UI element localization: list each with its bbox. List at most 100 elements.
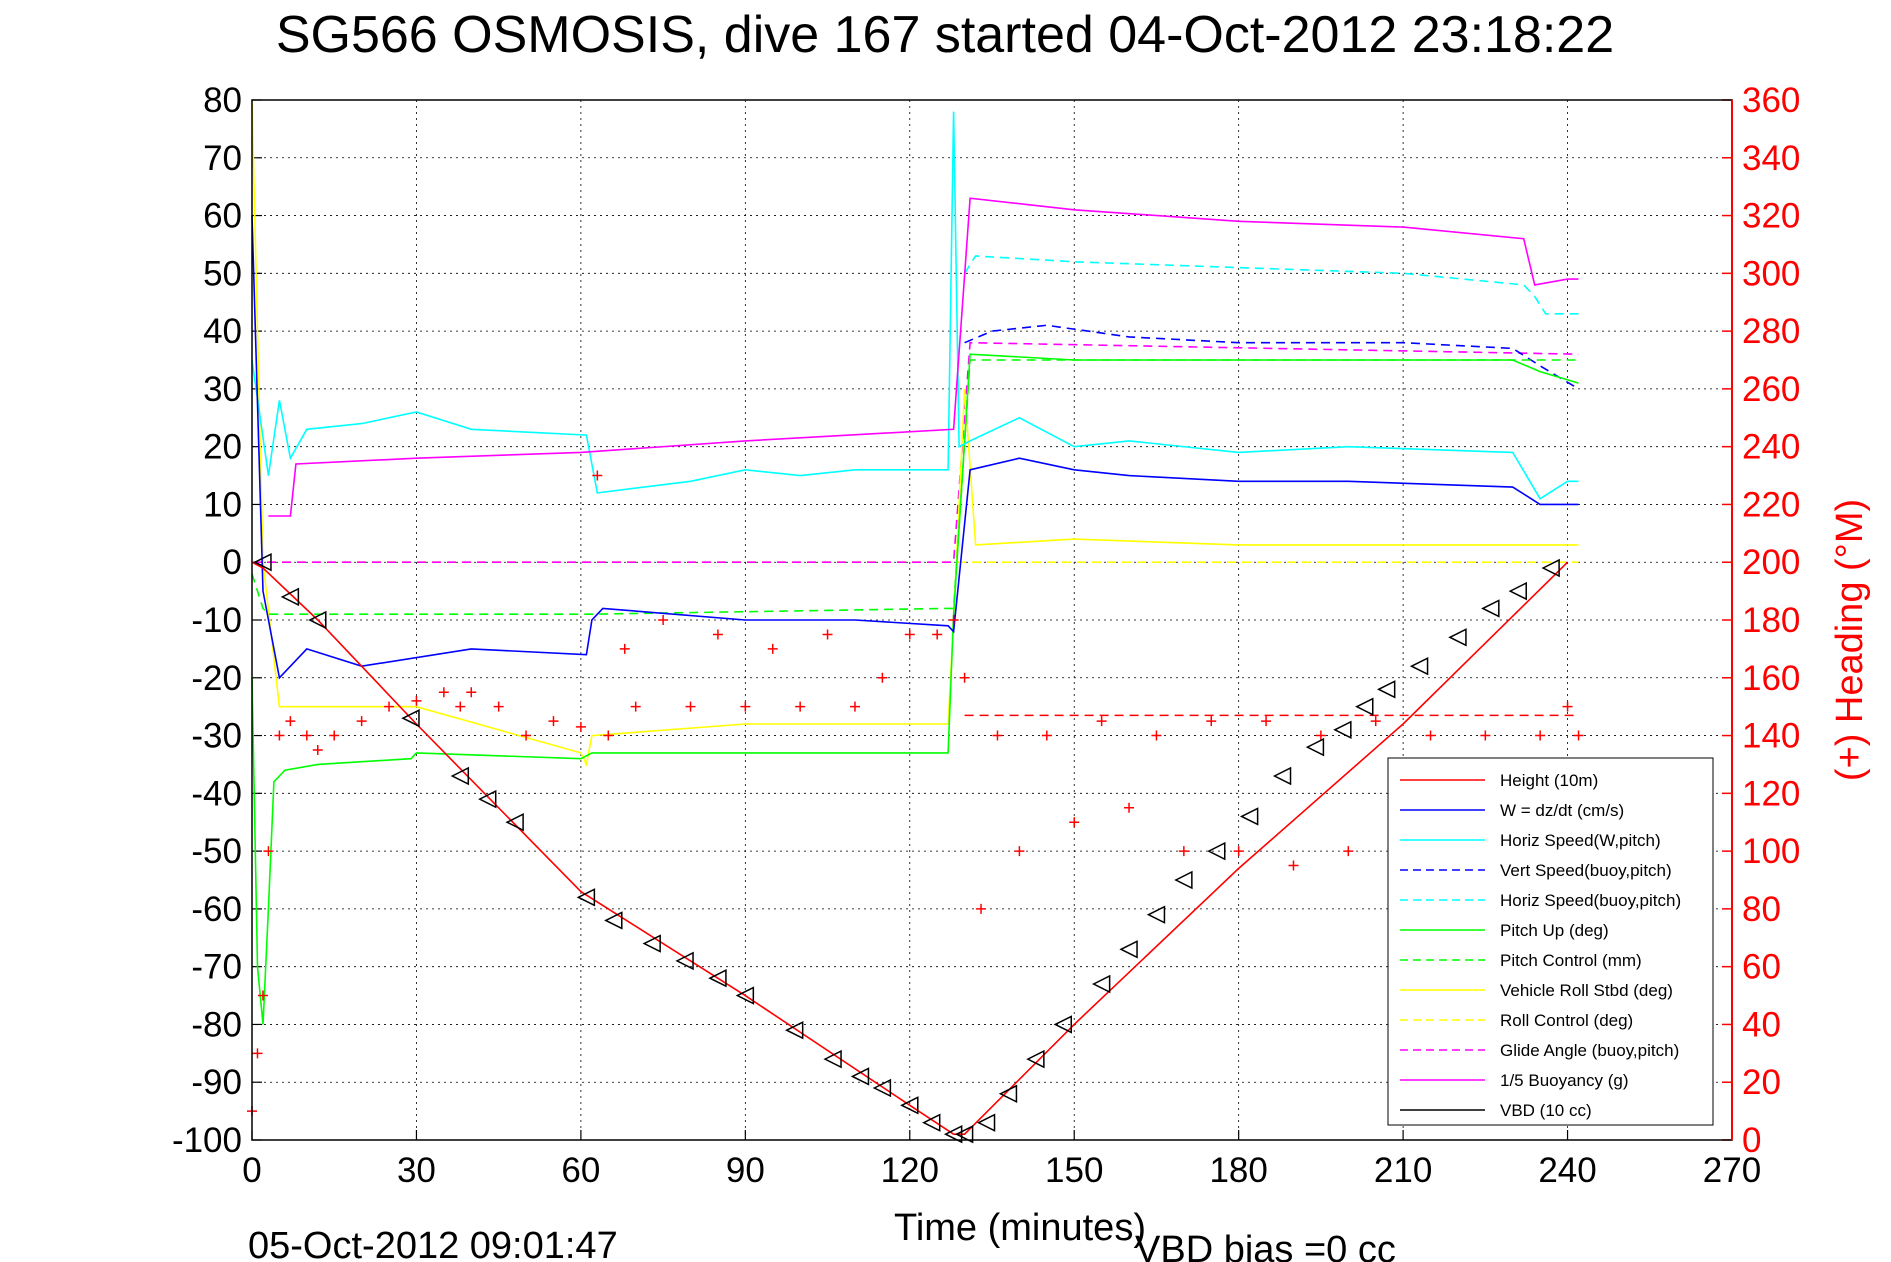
heading-point bbox=[1480, 730, 1491, 741]
height-marker bbox=[308, 610, 327, 630]
y-right-tick-label: 20 bbox=[1742, 1063, 1781, 1102]
heading-point bbox=[575, 721, 586, 732]
height-marker bbox=[735, 986, 755, 1005]
heading-point bbox=[740, 701, 751, 712]
heading-point bbox=[658, 615, 669, 625]
height-marker bbox=[1508, 581, 1527, 601]
height-marker bbox=[1119, 940, 1138, 959]
legend-label-3: Vert Speed(buoy,pitch) bbox=[1500, 861, 1672, 880]
legend-label-0: Height (10m) bbox=[1500, 771, 1598, 790]
height-marker bbox=[604, 911, 623, 930]
heading-point bbox=[493, 701, 504, 712]
y-tick-label: -30 bbox=[191, 717, 242, 756]
heading-point bbox=[619, 643, 630, 654]
y-right-tick-label: 320 bbox=[1742, 197, 1800, 236]
heading-point bbox=[438, 687, 449, 698]
height-marker bbox=[505, 813, 524, 832]
legend-label-5: Pitch Up (deg) bbox=[1500, 921, 1609, 940]
y-right-tick-label: 180 bbox=[1742, 601, 1800, 640]
y-right-axis-label: (+) Heading (°M) bbox=[1829, 499, 1871, 781]
y-right-tick-label: 280 bbox=[1742, 312, 1800, 351]
height-marker bbox=[872, 1078, 892, 1098]
y-right-tick-label: 240 bbox=[1742, 428, 1800, 467]
heading-point bbox=[301, 730, 312, 741]
y-tick-label: -70 bbox=[191, 948, 242, 987]
y-tick-label: 0 bbox=[223, 543, 242, 582]
height-marker bbox=[1026, 1049, 1045, 1069]
heading-point bbox=[1206, 716, 1217, 727]
y-tick-label: -50 bbox=[191, 832, 242, 871]
x-tick-label: 150 bbox=[1045, 1151, 1103, 1190]
height-marker bbox=[253, 553, 272, 572]
grid-lines bbox=[252, 100, 1732, 1140]
y-tick-label: 80 bbox=[203, 81, 242, 120]
y-tick-label: 40 bbox=[203, 312, 242, 351]
height-marker bbox=[1146, 905, 1166, 924]
height-marker bbox=[998, 1084, 1018, 1103]
height-marker bbox=[976, 1113, 996, 1132]
height-marker bbox=[1272, 766, 1292, 786]
y-tick-label: 10 bbox=[203, 485, 242, 524]
heading-point bbox=[263, 846, 274, 857]
heading-point bbox=[976, 903, 987, 914]
heading-point bbox=[1261, 716, 1272, 727]
heading-point bbox=[849, 701, 860, 712]
heading-point bbox=[603, 730, 614, 741]
y-right-tick-label: 120 bbox=[1742, 774, 1800, 813]
legend-label-9: Glide Angle (buoy,pitch) bbox=[1500, 1041, 1679, 1060]
legend-label-11: VBD (10 cc) bbox=[1500, 1101, 1592, 1120]
y-right-tick-label: 140 bbox=[1742, 717, 1800, 756]
y-right-tick-label: 40 bbox=[1742, 1005, 1781, 1044]
series-line-3 bbox=[964, 324, 1579, 390]
series-layer bbox=[251, 99, 1579, 1135]
heading-point bbox=[959, 672, 970, 683]
heading-point bbox=[1573, 730, 1584, 741]
series-line-7 bbox=[251, 99, 1579, 767]
footer-vbd-bias: VBD bias =0 cc bbox=[1135, 1229, 1396, 1262]
heading-point bbox=[1151, 730, 1162, 741]
heading-point bbox=[592, 470, 603, 481]
footer-date: 05-Oct-2012 09:01:47 bbox=[248, 1225, 618, 1262]
x-axis-ticks: 0 30 60 90 120 150 180 210 240 270 bbox=[242, 1130, 1761, 1190]
series-line-6 bbox=[251, 359, 1579, 616]
height-marker bbox=[708, 969, 727, 988]
heading-point bbox=[1178, 846, 1189, 857]
height-marker bbox=[1355, 697, 1374, 716]
y-right-tick-label: 80 bbox=[1742, 890, 1781, 929]
heading-point bbox=[1233, 846, 1244, 857]
heading-point bbox=[411, 695, 422, 706]
series-line-10 bbox=[268, 197, 1579, 517]
x-tick-label: 180 bbox=[1209, 1151, 1267, 1190]
y-tick-label: -90 bbox=[191, 1063, 242, 1102]
heading-point bbox=[356, 716, 367, 727]
x-axis-label: Time (minutes) bbox=[894, 1207, 1146, 1249]
height-marker bbox=[1053, 1015, 1073, 1034]
height-marker bbox=[823, 1049, 842, 1069]
y-right-tick-label: 220 bbox=[1742, 485, 1800, 524]
x-tick-label: 210 bbox=[1374, 1151, 1432, 1190]
y-tick-label: -60 bbox=[191, 890, 242, 929]
y-right-tick-label: 160 bbox=[1742, 659, 1800, 698]
heading-point bbox=[285, 716, 296, 727]
heading-layer bbox=[247, 470, 1584, 1117]
heading-point bbox=[548, 716, 559, 727]
heading-point bbox=[257, 990, 268, 1001]
height-marker bbox=[1409, 657, 1429, 676]
series-line-4 bbox=[963, 255, 1579, 315]
height-marker bbox=[1541, 558, 1560, 578]
height-marker bbox=[1091, 974, 1111, 994]
heading-point bbox=[877, 672, 888, 683]
height-marker bbox=[850, 1067, 870, 1086]
y-tick-label: 20 bbox=[203, 428, 242, 467]
height-marker bbox=[642, 934, 661, 953]
heading-point bbox=[1288, 860, 1299, 871]
heading-point bbox=[822, 629, 833, 640]
height-marker bbox=[1376, 680, 1396, 699]
heading-point bbox=[521, 730, 532, 741]
legend-box bbox=[1387, 757, 1714, 1126]
heading-point bbox=[384, 701, 395, 712]
height-marker bbox=[1174, 870, 1193, 890]
y-tick-label: -20 bbox=[191, 659, 242, 698]
height-marker bbox=[478, 789, 497, 809]
legend: Height (10m) W = dz/dt (cm/s) Horiz Speed(… bbox=[1387, 757, 1714, 1126]
